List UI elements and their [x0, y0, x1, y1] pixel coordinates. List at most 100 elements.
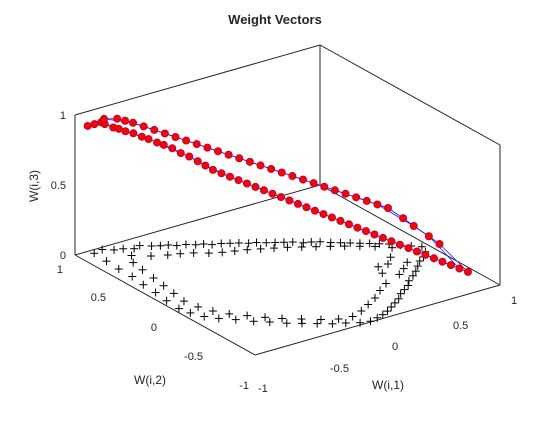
z-tick-label: 0.5: [51, 180, 66, 192]
sample-marker: [152, 289, 160, 297]
weight-vector-point: [145, 136, 152, 143]
sample-marker: [298, 315, 306, 323]
sample-marker: [182, 241, 190, 249]
sample-marker: [164, 251, 172, 259]
sample-marker: [261, 313, 269, 321]
neighbor-link: [377, 204, 413, 226]
x-tick-label: -0.5: [330, 363, 349, 375]
sample-marker: [378, 269, 386, 277]
sample-marker: [262, 239, 270, 247]
sample-marker: [376, 287, 384, 295]
weight-vector-point: [100, 115, 107, 122]
sample-marker: [257, 245, 265, 253]
z-tick-label: 1: [60, 110, 66, 122]
sample-marker: [245, 239, 253, 247]
z-ticks: 0 0.5 1: [51, 110, 66, 262]
sample-marker: [110, 246, 118, 254]
x-tick-label: 1: [511, 295, 517, 307]
sample-marker: [313, 320, 321, 328]
weight-vector-point: [226, 173, 233, 180]
weight-vector-point: [169, 145, 176, 152]
sample-marker: [250, 317, 258, 325]
sample-marker: [317, 316, 325, 324]
weight-vector-point: [379, 234, 386, 241]
weight-vector-point: [243, 180, 250, 187]
sample-marker: [400, 265, 408, 273]
sample-marker: [299, 239, 307, 247]
x-tick-label: 0.5: [453, 320, 468, 332]
sample-marker: [148, 242, 156, 250]
weight-vector-point: [204, 144, 211, 151]
weight-vector-point: [236, 155, 243, 162]
weight-vector-point: [371, 231, 378, 238]
training-samples: [90, 238, 429, 328]
weight-vector-point: [91, 121, 98, 128]
sample-marker: [190, 249, 198, 257]
sample-marker: [176, 250, 184, 258]
weight-vector-point: [353, 194, 360, 201]
sample-marker: [335, 315, 343, 323]
weight-vector-point: [218, 170, 225, 177]
sample-marker: [395, 270, 403, 278]
y-tick-label: -1: [239, 380, 249, 392]
sample-marker: [173, 242, 181, 250]
weight-vector-point: [464, 268, 471, 275]
x-tick-label: 0: [392, 341, 398, 353]
weight-vector-point: [328, 214, 335, 221]
sample-marker: [215, 314, 223, 322]
sample-marker: [400, 286, 408, 294]
sample-marker: [270, 244, 278, 252]
sample-marker: [205, 249, 213, 257]
weight-vector-point: [321, 183, 328, 190]
weight-vector-point: [177, 150, 184, 157]
x-tick-label: -1: [258, 383, 268, 395]
y-tick-label: 1: [57, 264, 63, 276]
y-tick-label: 0.5: [91, 292, 106, 304]
weight-vector-point: [209, 166, 216, 173]
sample-marker: [194, 303, 202, 311]
weight-vector-point: [122, 128, 129, 135]
sample-marker: [232, 316, 240, 324]
weight-vector-point: [84, 122, 91, 129]
sample-marker: [243, 312, 251, 320]
weight-vector-point: [303, 204, 310, 211]
weight-vector-point: [436, 240, 443, 247]
weight-vector-point: [286, 197, 293, 204]
y-tick-label: 0: [151, 322, 157, 334]
sample-marker: [326, 242, 334, 250]
weight-vector-point: [260, 187, 267, 194]
sample-marker: [128, 273, 136, 281]
sample-marker: [283, 319, 291, 327]
weight-vector-point: [153, 139, 160, 146]
sample-marker: [371, 294, 379, 302]
sample-marker: [403, 258, 411, 266]
sample-marker: [231, 247, 239, 255]
weight-vector-point: [183, 137, 190, 144]
weight-vector-point: [384, 204, 391, 211]
sample-marker: [387, 303, 395, 311]
sample-marker: [374, 263, 382, 271]
weight-vector-point: [235, 177, 242, 184]
sample-marker: [404, 282, 412, 290]
weight-vector-point: [257, 162, 264, 169]
sample-marker: [397, 290, 405, 298]
weight-vector-point: [320, 211, 327, 218]
weight-vector-point: [299, 176, 306, 183]
sample-marker: [391, 299, 399, 307]
sample-marker: [170, 289, 178, 297]
weight-vector-point: [294, 200, 301, 207]
sample-marker: [416, 257, 424, 265]
z-axis-label: W(i,3): [27, 170, 41, 202]
sample-marker: [129, 259, 137, 267]
weight-vector-point: [331, 187, 338, 194]
sample-marker: [180, 297, 188, 305]
weight-vector-point: [130, 130, 137, 137]
sample-marker: [150, 274, 158, 282]
sample-marker: [235, 239, 243, 247]
axis-box-top-back: [75, 45, 500, 145]
weight-vector-point: [447, 262, 454, 269]
weight-vector-point: [342, 190, 349, 197]
sample-marker: [102, 257, 110, 265]
